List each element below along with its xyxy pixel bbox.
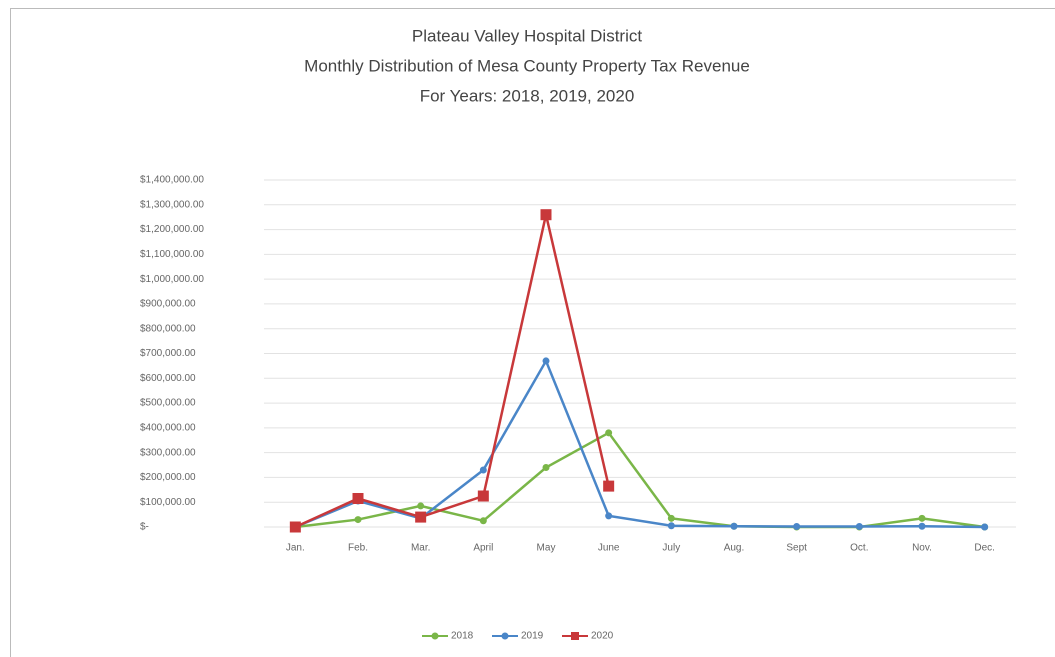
data-point bbox=[415, 511, 427, 523]
chart-frame bbox=[10, 8, 1055, 657]
legend-marker bbox=[501, 632, 509, 640]
data-point bbox=[479, 466, 487, 474]
y-tick-label: $500,000.00 bbox=[140, 398, 196, 409]
y-tick-label: $200,000.00 bbox=[140, 472, 196, 483]
x-tick-label: Dec. bbox=[974, 543, 995, 554]
data-point bbox=[918, 522, 926, 530]
data-point bbox=[793, 523, 801, 531]
y-tick-label: $100,000.00 bbox=[140, 497, 196, 508]
data-point bbox=[730, 522, 738, 530]
x-tick-label: Jan. bbox=[286, 543, 305, 554]
legend-label: 2020 bbox=[591, 631, 614, 642]
data-point bbox=[667, 514, 675, 522]
data-point bbox=[603, 480, 615, 492]
legend-marker bbox=[431, 632, 439, 640]
data-point bbox=[289, 521, 301, 533]
x-tick-label: Aug. bbox=[724, 543, 745, 554]
legend-label: 2018 bbox=[451, 631, 474, 642]
data-point bbox=[542, 357, 550, 365]
x-tick-label: July bbox=[662, 543, 680, 554]
legend-marker bbox=[571, 632, 579, 640]
data-point bbox=[477, 490, 489, 502]
data-point bbox=[542, 464, 550, 472]
y-tick-label: $1,300,000.00 bbox=[140, 199, 204, 210]
y-tick-label: $1,100,000.00 bbox=[140, 249, 204, 260]
y-tick-label: $300,000.00 bbox=[140, 447, 196, 458]
data-point bbox=[354, 516, 362, 524]
x-tick-label: June bbox=[598, 543, 620, 554]
data-point bbox=[605, 512, 613, 520]
data-point bbox=[352, 492, 364, 504]
data-point bbox=[605, 429, 613, 437]
x-tick-label: Feb. bbox=[348, 543, 368, 554]
x-tick-label: Nov. bbox=[912, 543, 932, 554]
y-tick-label: $800,000.00 bbox=[140, 323, 196, 334]
chart-title: Plateau Valley Hospital District bbox=[412, 26, 642, 45]
data-point bbox=[981, 523, 989, 531]
x-tick-label: April bbox=[473, 543, 493, 554]
y-tick-label: $900,000.00 bbox=[140, 299, 196, 310]
series-line bbox=[294, 358, 985, 529]
data-point bbox=[667, 522, 675, 530]
data-point bbox=[855, 523, 863, 531]
data-point bbox=[540, 209, 552, 221]
data-point bbox=[918, 514, 926, 522]
series-line bbox=[294, 214, 610, 529]
y-tick-label: $600,000.00 bbox=[140, 373, 196, 384]
data-point bbox=[417, 502, 425, 510]
y-tick-label: $1,200,000.00 bbox=[140, 224, 204, 235]
y-tick-label: $700,000.00 bbox=[140, 348, 196, 359]
y-tick-label: $- bbox=[140, 522, 149, 533]
x-tick-label: Sept bbox=[786, 543, 807, 554]
y-tick-label: $1,400,000.00 bbox=[140, 175, 204, 186]
chart-subtitle: For Years: 2018, 2019, 2020 bbox=[420, 86, 635, 105]
x-tick-label: May bbox=[537, 543, 556, 554]
y-tick-label: $400,000.00 bbox=[140, 422, 196, 433]
data-point bbox=[479, 517, 487, 525]
x-tick-label: Oct. bbox=[850, 543, 868, 554]
y-tick-label: $1,000,000.00 bbox=[140, 274, 204, 285]
chart-subtitle: Monthly Distribution of Mesa County Prop… bbox=[304, 56, 750, 75]
x-tick-label: Mar. bbox=[411, 543, 430, 554]
legend-label: 2019 bbox=[521, 631, 544, 642]
